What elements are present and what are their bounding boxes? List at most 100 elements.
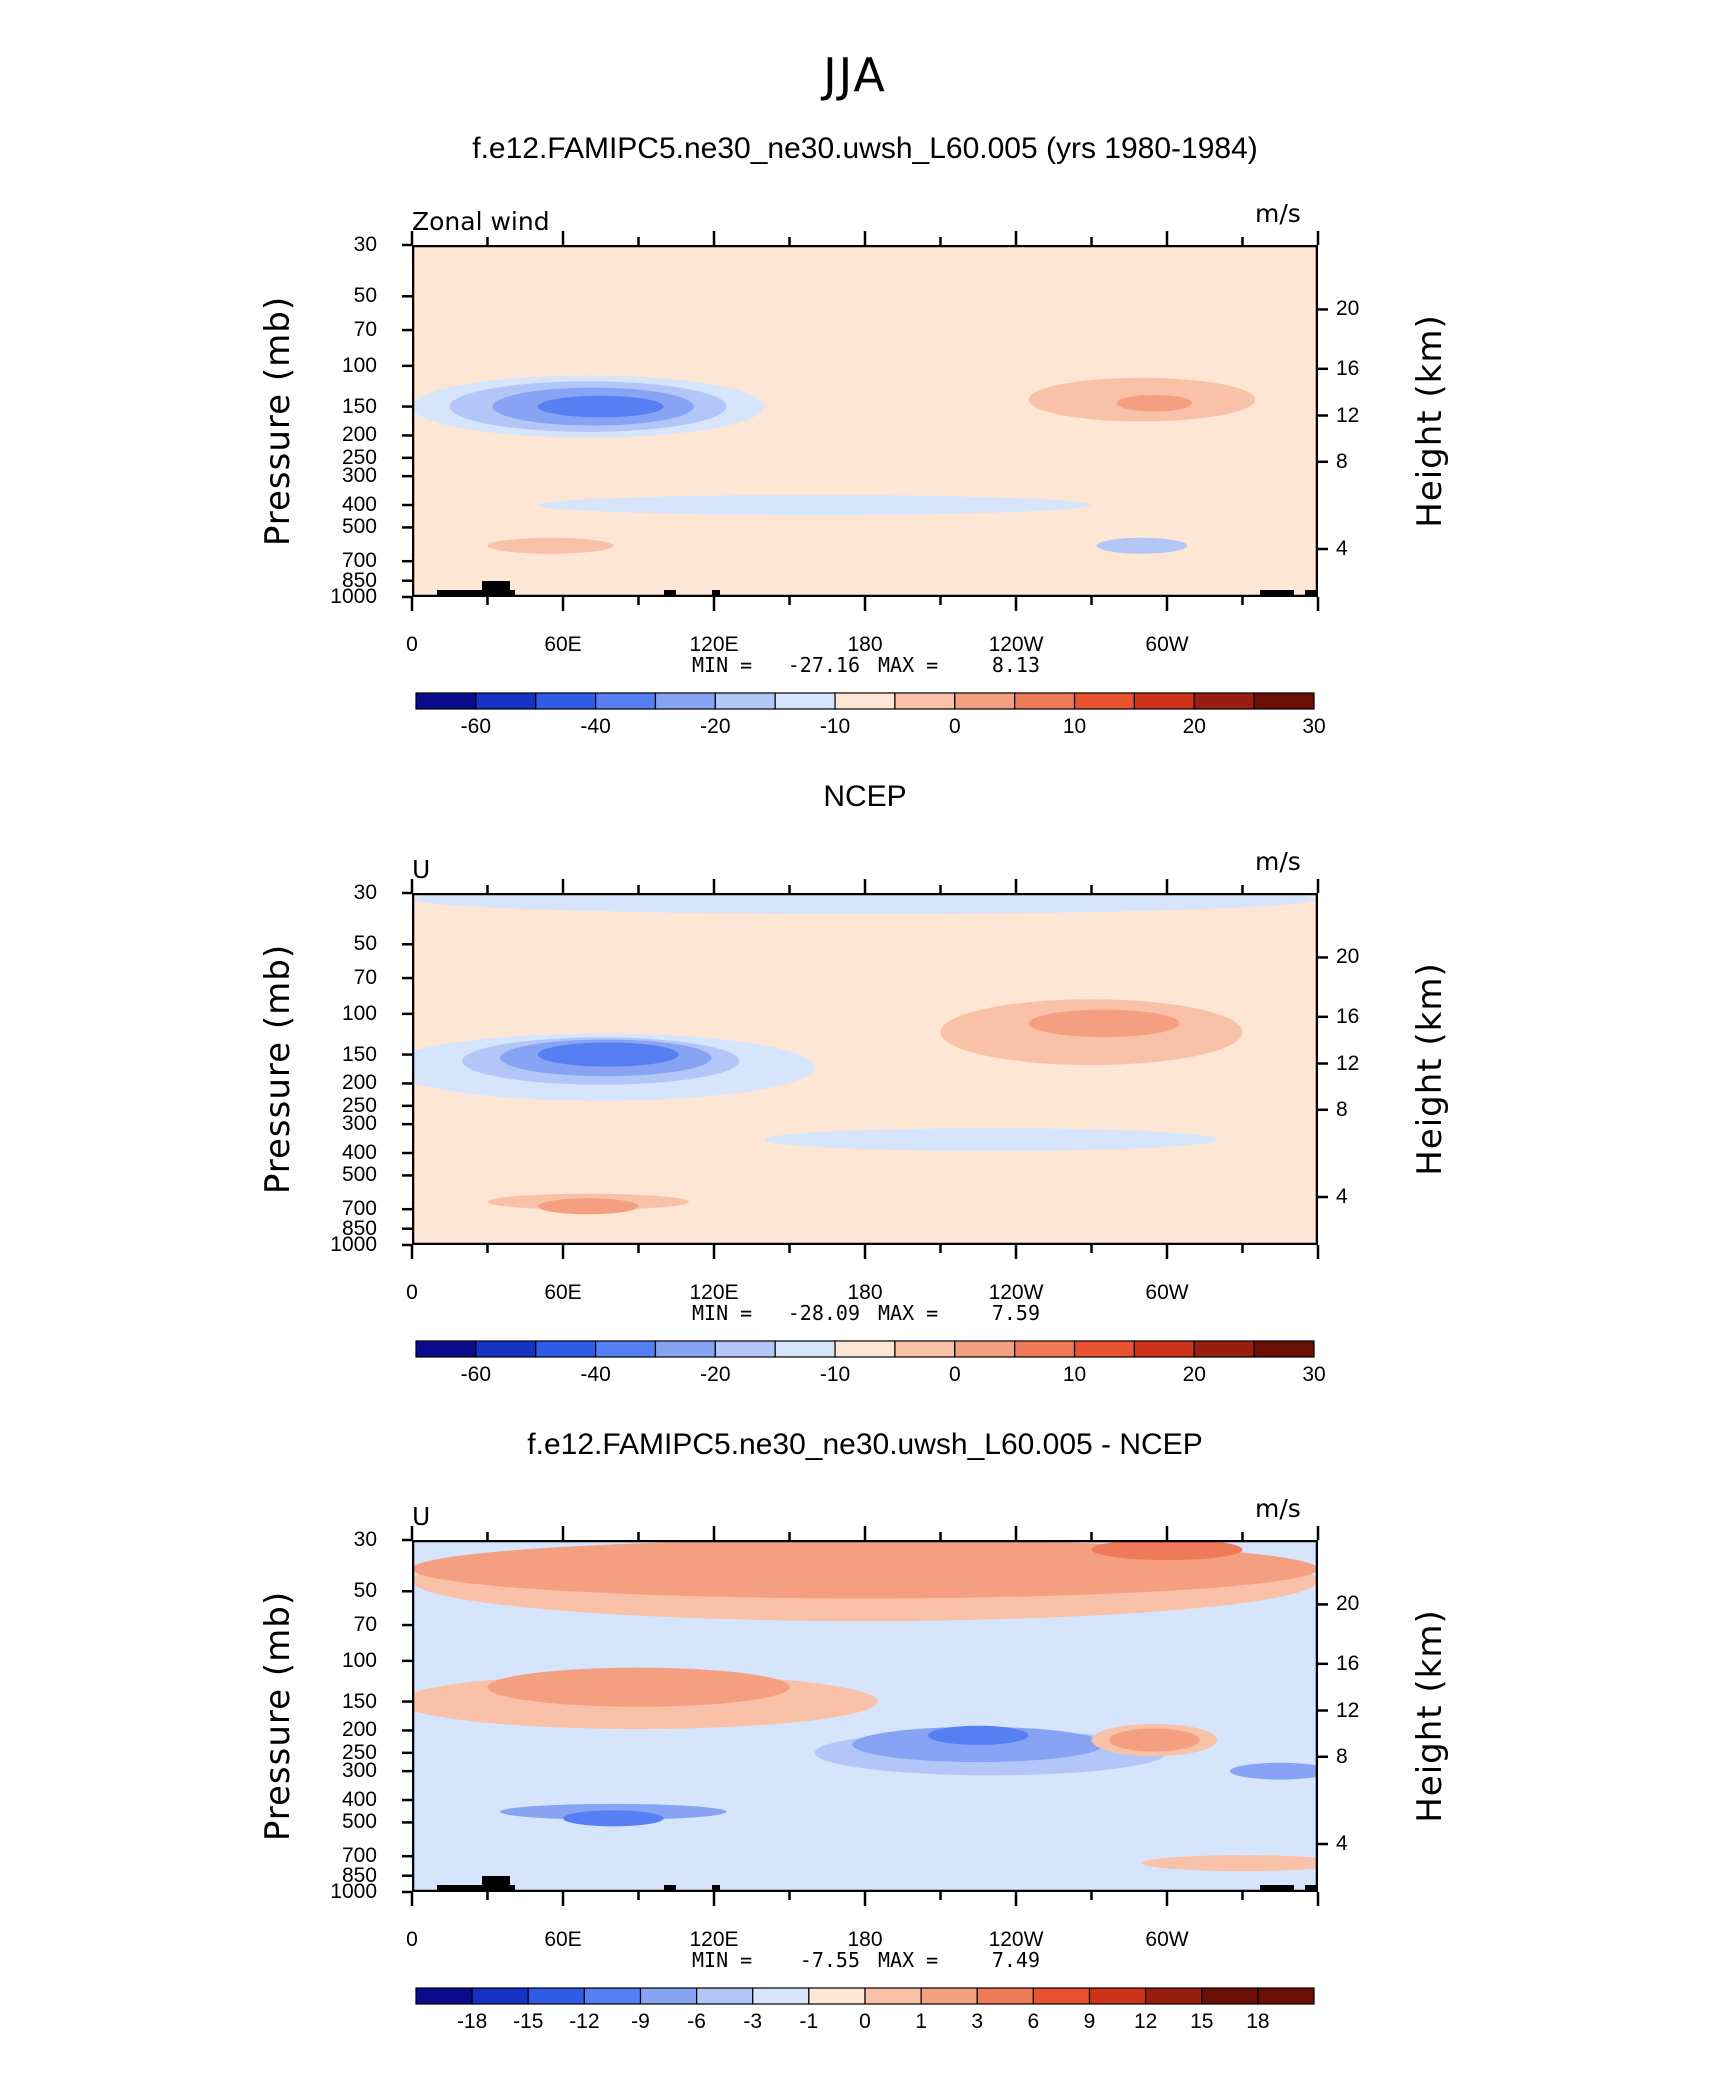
pressure-tick-label: 300 [341,464,377,488]
colorbar-box [808,1987,866,2005]
contour-region-1 [412,893,1318,914]
longitude-tick-label: 60W [1145,1928,1189,1951]
topography-mark [1260,590,1294,597]
contour-region-3 [1091,1540,1243,1561]
contour-region-13 [563,1810,664,1827]
pressure-tick-label: 150 [341,1689,377,1713]
colorbar-label: 30 [1302,715,1326,738]
colorbar-box [834,1340,896,1358]
y-axis-title: Pressure (mb) [258,943,298,1195]
pressure-tick-label: 70 [353,318,377,342]
min-label: MIN = [692,1948,753,1972]
pressure-tick-label: 70 [353,966,377,990]
height-tick-label: 12 [1336,1051,1360,1075]
pressure-tick-label: 150 [341,394,377,418]
height-tick-label: 20 [1336,297,1360,321]
colorbar-box [1193,692,1255,710]
colorbar-box [1257,1987,1315,2005]
topography-mark [664,1885,676,1892]
y-axis-title-right: Height (km) [1410,962,1450,1176]
height-tick-label: 12 [1336,403,1360,427]
min-value: -27.16 [787,653,860,677]
pressure-tick-label: 1000 [330,585,377,608]
colorbar-label: 15 [1190,2010,1214,2033]
colorbar-box [1253,1340,1315,1358]
colorbar-box [774,1340,836,1358]
colorbar-box [415,692,477,710]
colorbar-box [920,1987,978,2005]
colorbar-box [1193,1340,1255,1358]
colorbar-box [415,1987,473,2005]
longitude-tick-label: 60E [544,1928,582,1951]
colorbar-label: -18 [456,2010,488,2033]
panel-left-label: Zonal wind [412,207,550,236]
colorbar-box [527,1987,585,2005]
max-value: 7.59 [991,1301,1040,1325]
longitude-tick-label: 180 [847,1928,883,1951]
colorbar-label: -20 [700,1363,731,1386]
colorbar-box [864,1987,922,2005]
height-tick-label: 20 [1336,1592,1360,1616]
contour-plot [412,245,1318,597]
max-label: MAX = [878,653,939,677]
colorbar-box [1014,1340,1076,1358]
figure-title: JJA [823,48,887,102]
plot-border [412,893,1318,1245]
longitude-tick-label: 0 [406,1281,418,1304]
contour-region-10 [1109,1728,1200,1752]
height-tick-label: 16 [1336,1004,1360,1028]
height-tick-label: 20 [1336,945,1360,969]
colorbar-label: 18 [1246,2010,1270,2033]
colorbar-box [1145,1987,1203,2005]
contour-region-8 [1028,1009,1180,1038]
colorbar-box [535,692,597,710]
colorbar [415,692,1315,710]
colorbar [415,1340,1315,1358]
panel-units: m/s [1255,847,1301,876]
pressure-tick-label: 850 [341,1863,377,1887]
pressure-tick-label: 150 [341,1042,377,1066]
topography-mark [664,590,676,597]
colorbar-box [583,1987,642,2005]
pressure-tick-label: 850 [341,568,377,592]
colorbar-label: 3 [971,2010,984,2033]
colorbar-box [639,1987,698,2005]
pressure-tick-label: 700 [341,1197,377,1221]
topography-mark [437,590,515,597]
colorbar-label: 10 [1062,715,1087,738]
panel-title: NCEP [823,780,907,813]
colorbar [415,1987,1315,2005]
max-label: MAX = [878,1301,939,1325]
pressure-tick-label: 30 [353,881,377,904]
pressure-tick-label: 400 [341,1141,377,1165]
colorbar-label: -6 [687,2010,706,2033]
colorbar-box [415,1340,477,1358]
longitude-tick-label: 180 [847,1281,883,1304]
panel-title: f.e12.FAMIPC5.ne30_ne30.uwsh_L60.005 - N… [527,1428,1203,1461]
contour-region-2 [412,1540,1318,1599]
pressure-tick-label: 100 [341,353,377,377]
colorbar-label: 12 [1133,2010,1158,2033]
longitude-tick-label: 120W [988,633,1044,656]
height-tick-label: 12 [1336,1698,1360,1722]
pressure-tick-label: 700 [341,1844,377,1868]
pressure-tick-label: 1000 [330,1880,377,1903]
panel-left-label: U [412,855,431,884]
colorbar-label: -12 [569,2010,600,2033]
topography-mark [1305,590,1318,597]
panel-left-label: U [412,1502,431,1531]
colorbar-box [834,692,896,710]
colorbar-box [976,1987,1034,2005]
pressure-tick-label: 250 [341,1093,377,1117]
colorbar-box [954,692,1016,710]
contour-region-11 [1229,1762,1318,1780]
colorbar-label: -10 [819,1363,851,1386]
max-value: 8.13 [991,653,1040,677]
contour-region-5 [537,1042,679,1067]
min-value: -28.09 [787,1301,860,1325]
contour-region-5 [537,494,1092,516]
colorbar-box [774,692,836,710]
colorbar-label: 9 [1083,2010,1096,2033]
colorbar-label: -40 [580,1363,611,1386]
colorbar-box [471,1987,529,2005]
